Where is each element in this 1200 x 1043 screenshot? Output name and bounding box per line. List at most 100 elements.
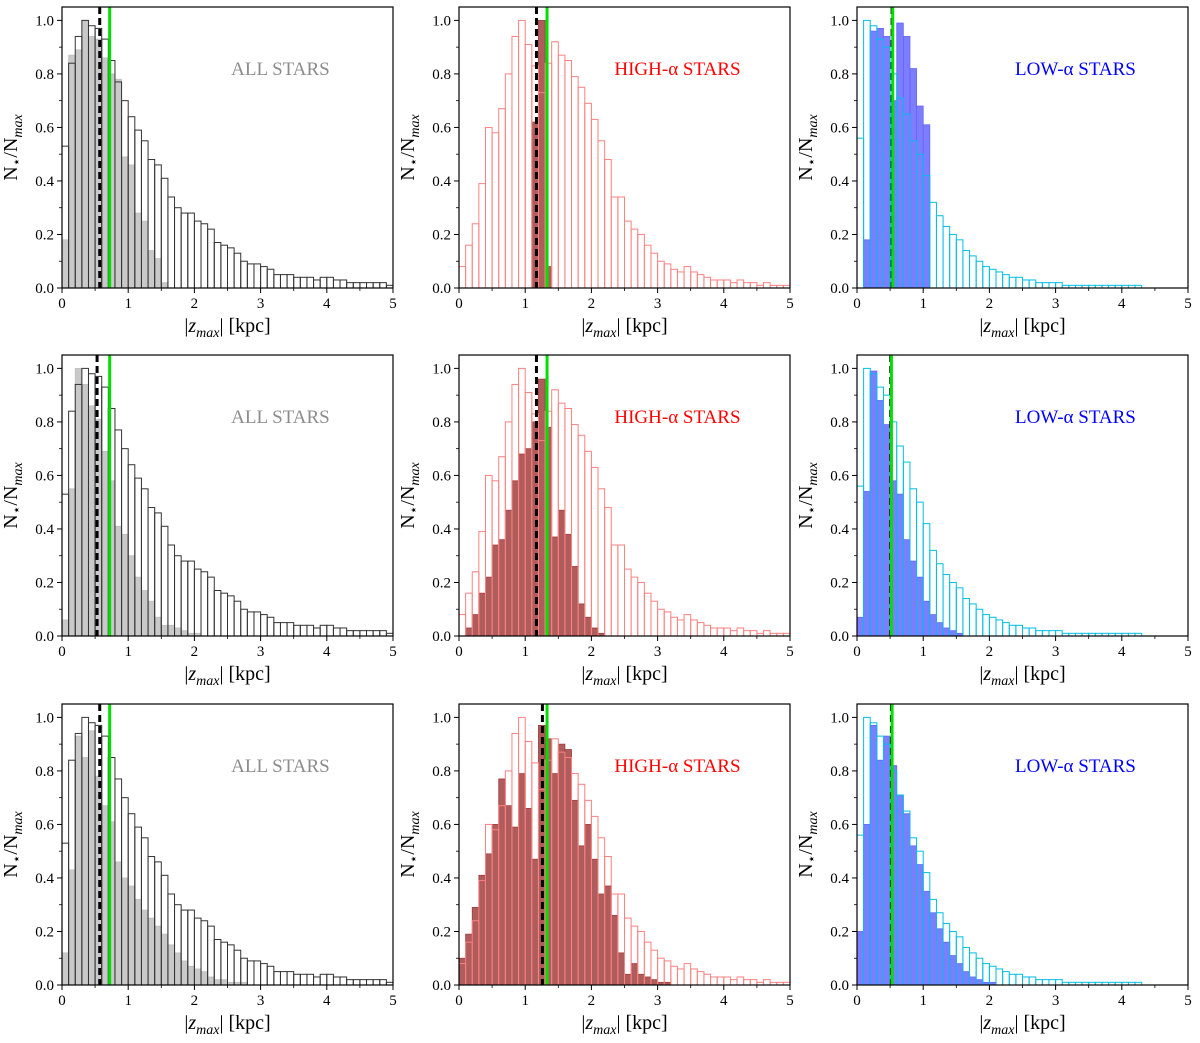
filled-bar [180, 630, 189, 637]
y-tick-label: 0.4 [830, 871, 849, 887]
filled-bar [160, 933, 169, 986]
outline-bar [929, 201, 937, 289]
outline-bar [657, 260, 665, 289]
x-tick-label: 2 [986, 296, 994, 312]
filled-bar [916, 576, 924, 637]
x-tick-label: 2 [191, 993, 199, 1009]
outline-bar [676, 619, 685, 637]
outline-bar [1022, 976, 1030, 986]
filled-bar [518, 453, 526, 637]
outline-bar [233, 252, 242, 289]
outline-bar [326, 973, 334, 986]
filled-bar [883, 424, 891, 637]
outline-bar [346, 979, 354, 986]
y-tick-label: 0.8 [432, 67, 451, 83]
outline-bar [949, 233, 957, 289]
x-tick-label: 4 [720, 644, 728, 660]
x-tick-label: 4 [323, 296, 331, 312]
filled-bar [74, 735, 83, 986]
outline-bar [736, 279, 745, 289]
filled-bar [88, 36, 96, 289]
filled-bar [174, 627, 182, 637]
outline-bar [273, 274, 281, 289]
filled-bar [167, 944, 175, 986]
outline-bar [643, 592, 652, 637]
outline-bar [253, 263, 262, 289]
x-tick-label: 3 [1052, 296, 1060, 312]
outline-bar [187, 212, 195, 289]
outline-bar [207, 228, 215, 289]
outline-bar [293, 973, 301, 986]
outline-bar [729, 282, 738, 289]
outline-bar [260, 614, 268, 637]
outline-bar [975, 608, 984, 637]
y-tick-label: 0.4 [35, 522, 54, 538]
outline-bar [1015, 973, 1024, 986]
outline-bar [240, 957, 248, 986]
filled-bar [869, 370, 878, 637]
outline-bar [942, 573, 951, 637]
outline-bar [299, 973, 308, 986]
outline-bar [670, 965, 678, 986]
filled-bar [114, 78, 122, 289]
outline-bar [995, 271, 1004, 289]
filled-bar [174, 952, 182, 986]
filled-bar [909, 560, 917, 637]
outline-bar [657, 957, 665, 986]
outline-bar [1008, 624, 1017, 637]
filled-bar [213, 979, 222, 986]
x-tick-label: 1 [124, 644, 132, 660]
filled-bar [863, 491, 871, 637]
y-tick-label: 0.4 [830, 522, 849, 538]
outline-bar [246, 611, 255, 637]
filled-bar [207, 976, 215, 986]
x-tick-label: 1 [521, 644, 529, 660]
outline-bar [174, 555, 182, 637]
filled-bar [478, 592, 486, 637]
filled-bar [942, 941, 951, 986]
filled-bar [121, 156, 129, 289]
outline-bar [319, 973, 328, 986]
outline-bar [564, 60, 573, 289]
filled-bar [557, 509, 566, 637]
outline-bar [180, 560, 189, 637]
outline-bar [663, 263, 672, 289]
outline-bar [518, 19, 526, 289]
outline-bar [313, 976, 321, 986]
filled-bar [863, 824, 871, 986]
outline-bar [359, 979, 368, 986]
y-tick-label: 0.0 [432, 978, 451, 994]
filled-bar [896, 22, 904, 289]
x-tick-label: 5 [389, 296, 397, 312]
filled-bar [471, 906, 480, 986]
outline-bar [703, 973, 712, 986]
filled-bar [876, 28, 884, 289]
x-axis-label: |zmax| [kpc] [184, 663, 270, 689]
filled-bar [154, 925, 162, 986]
outline-bar [279, 971, 288, 986]
y-tick-label: 1.0 [830, 710, 849, 726]
outline-bar [743, 630, 751, 637]
outline-bar [306, 973, 315, 986]
outline-bar [306, 276, 315, 289]
filled-bar [538, 378, 546, 637]
outline-bar [584, 102, 592, 289]
outline-bar [696, 274, 705, 289]
x-tick-label: 4 [1118, 644, 1126, 660]
filled-bar [896, 794, 904, 986]
filled-bar [498, 778, 506, 986]
outline-bar [319, 624, 328, 637]
outline-bar [683, 963, 692, 986]
x-tick-label: 2 [191, 296, 199, 312]
outline-bar [160, 177, 169, 289]
x-axis-label: |zmax| [kpc] [979, 1012, 1065, 1038]
outline-bar [299, 276, 308, 289]
outline-bar [630, 576, 639, 637]
filled-bar [929, 614, 937, 637]
y-tick-label: 0.0 [830, 629, 849, 645]
filled-bar [571, 799, 579, 986]
outline-bar [571, 76, 579, 289]
x-tick-label: 2 [191, 644, 199, 660]
outline-bar [266, 268, 275, 289]
x-tick-label: 0 [853, 993, 861, 1009]
